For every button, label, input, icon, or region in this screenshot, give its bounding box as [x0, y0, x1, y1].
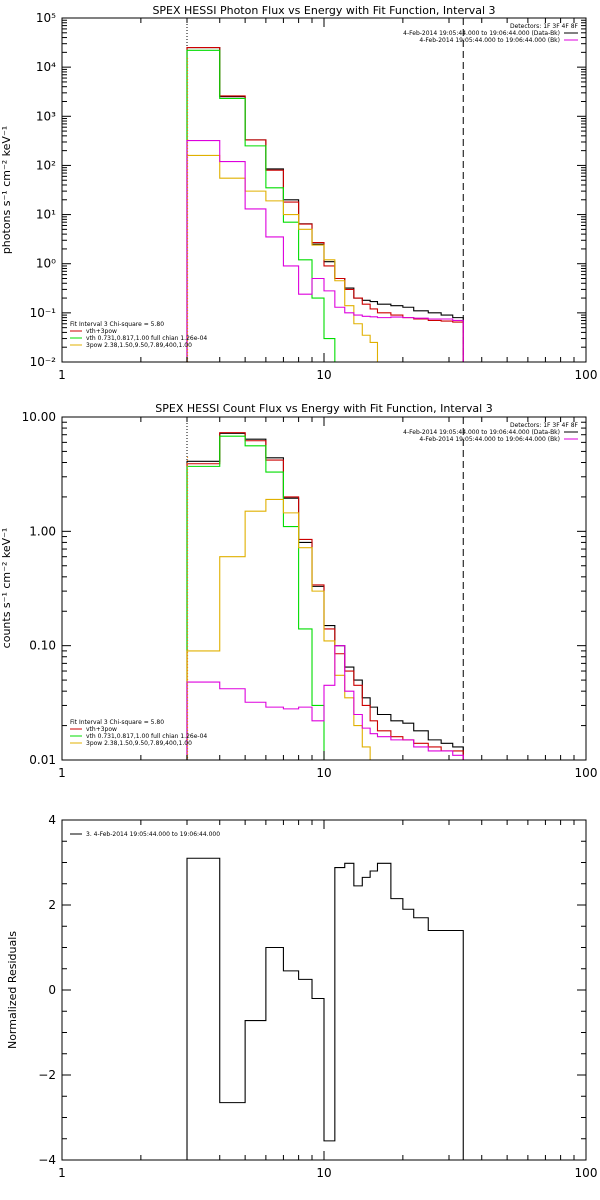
series-line-magenta	[186, 645, 464, 760]
x-tick-label: 1	[58, 368, 66, 382]
y-tick-label: 4	[48, 813, 56, 827]
x-tick-label: 100	[575, 766, 598, 780]
y-tick-label: 10⁵	[36, 11, 56, 25]
y-tick-label: 10³	[36, 109, 56, 123]
y-tick-label: 10.00	[22, 410, 56, 424]
y-axis-label: Normalized Residuals	[6, 931, 19, 1049]
legend-entry-text: vth 0.731,0.817,1.00 full chian 1.26e-04	[86, 335, 207, 342]
series-line-magenta	[186, 140, 464, 362]
y-tick-label: 10⁻¹	[30, 306, 57, 320]
legend-entry-text: vth 0.731,0.817,1.00 full chian 1.26e-04	[86, 733, 207, 740]
legend-entry-text: vth+3pow	[86, 328, 117, 335]
y-axis-label: photons s⁻¹ cm⁻² keV⁻¹	[0, 126, 13, 254]
x-tick-label: 10	[316, 766, 331, 780]
series-group	[186, 857, 464, 1160]
y-tick-label: 0.10	[29, 639, 56, 653]
legend-entry-text: 4-Feb-2014 19:05:44.000 to 19:06:44.000 …	[419, 37, 560, 44]
x-tick-label: 1	[58, 1166, 66, 1180]
x-tick-label: 1	[58, 766, 66, 780]
legend-entry-text: 4-Feb-2014 19:05:44.000 to 19:06:44.000 …	[419, 436, 560, 443]
x-tick-label: 100	[575, 368, 598, 382]
legend-entry-text: 3pow 2.38,1.50,9.50,7.89,400,1.00	[86, 342, 192, 349]
y-tick-label: 1.00	[29, 524, 56, 538]
series-group	[186, 432, 464, 760]
legend-entry-text: 4-Feb-2014 19:05:44.000 to 19:06:44.000 …	[403, 429, 560, 436]
y-tick-label: 0	[48, 983, 56, 997]
residuals-panel: Normalized Residuals 1 10 100 −4 −2 0 2 4 3. 4-F…	[6, 813, 597, 1180]
series-line-black	[186, 857, 464, 1160]
legend-entry-text: Detectors: 1F 3F 4F 8F	[510, 422, 579, 429]
series-group	[186, 47, 464, 362]
y-tick-label: 10⁴	[36, 60, 56, 74]
y-tick-label: 10¹	[36, 208, 56, 222]
legend-entry-text: 4-Feb-2014 19:05:44.000 to 19:06:44.000 …	[403, 30, 560, 37]
legend-entry-text: vth+3pow	[86, 726, 117, 733]
x-tick-label: 100	[575, 1166, 598, 1180]
x-tick-label: 10	[316, 368, 331, 382]
series-line-green	[186, 49, 346, 362]
panel-title: SPEX HESSI Photon Flux vs Energy with Fi…	[152, 4, 495, 17]
y-tick-label: 10⁻²	[30, 355, 57, 369]
y-tick-label: −4	[38, 1153, 56, 1167]
panel-title: SPEX HESSI Count Flux vs Energy with Fit…	[155, 402, 492, 415]
y-tick-label: 0.01	[29, 753, 56, 767]
legend-header: Fit Interval 3 Chi-square = 5.80	[70, 321, 164, 328]
y-tick-label: −2	[38, 1068, 56, 1082]
x-tick-label: 10	[316, 1166, 331, 1180]
legend-entry-text: Detectors: 1F 3F 4F 8F	[510, 23, 579, 30]
legend-entry-text: 3. 4-Feb-2014 19:05:44.000 to 19:06:44.0…	[86, 831, 220, 838]
photon-flux-panel: SPEX HESSI Photon Flux vs Energy with Fi…	[0, 4, 598, 382]
y-tick-label: 10⁰	[36, 257, 56, 271]
series-line-green	[186, 435, 336, 760]
y-tick-label: 2	[48, 898, 56, 912]
y-axis-label: counts s⁻¹ cm⁻² keV⁻¹	[0, 528, 13, 649]
series-line-yellow	[186, 154, 392, 362]
y-tick-label: 10²	[36, 158, 56, 172]
count-flux-panel: SPEX HESSI Count Flux vs Energy with Fit…	[0, 402, 598, 780]
legend-header: Fit Interval 3 Chi-square = 5.80	[70, 719, 164, 726]
series-line-yellow	[186, 498, 379, 760]
legend-entry-text: 3pow 2.38,1.50,9.50,7.89,400,1.00	[86, 740, 192, 747]
